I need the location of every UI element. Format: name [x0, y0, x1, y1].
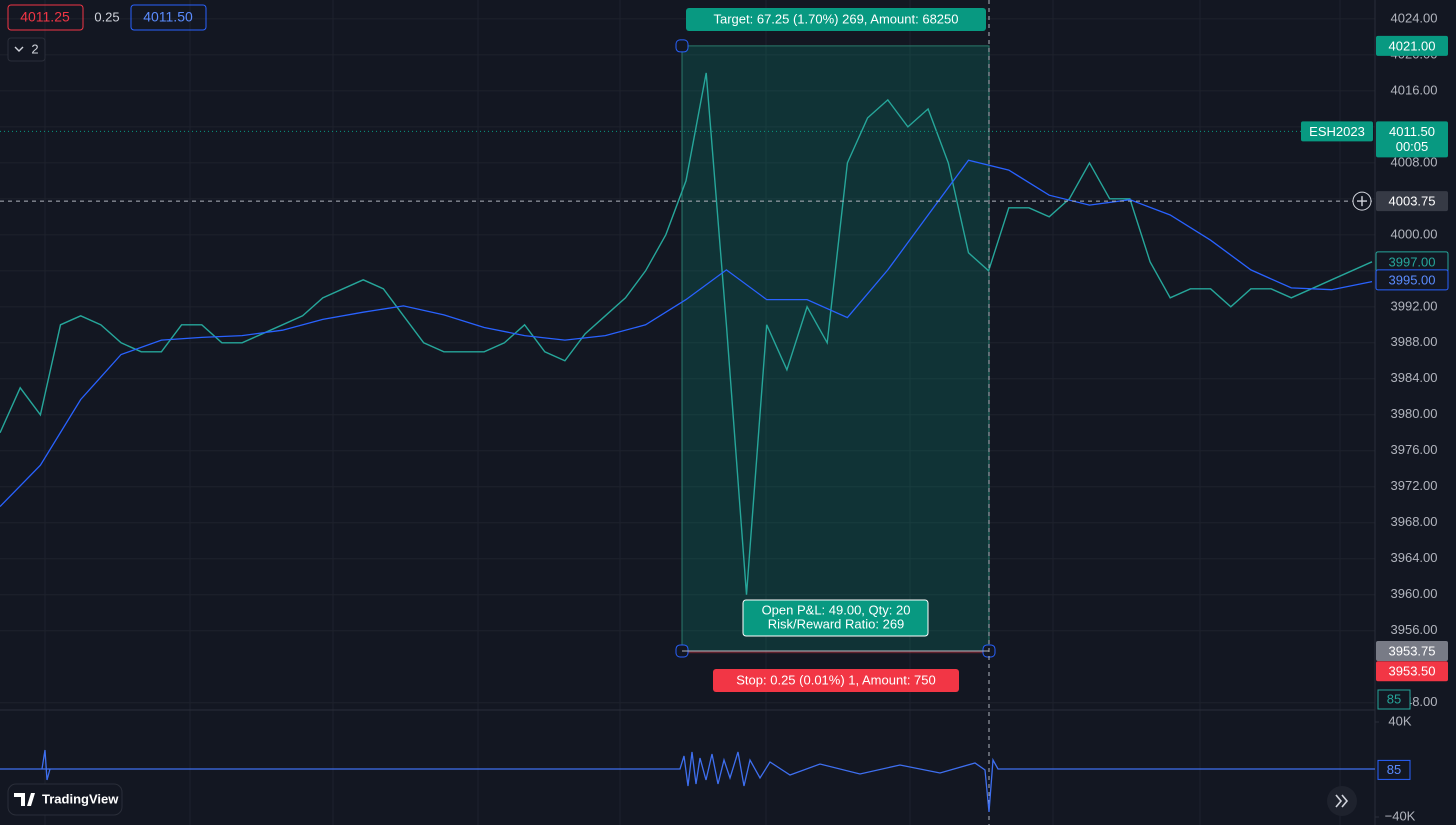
- indicator-count: 2: [31, 41, 38, 56]
- ratio-label: Risk/Reward Ratio: 269: [768, 616, 905, 631]
- symbol-box: [1301, 121, 1373, 142]
- bid-price: 4011.25: [20, 9, 70, 25]
- position-stop-zone[interactable]: [682, 650, 989, 654]
- lower-marker-box: [1377, 759, 1411, 780]
- lower-tick-label: 40K: [1388, 713, 1411, 728]
- pnl-label: Open P&L: 49.00, Qty: 20: [762, 602, 911, 617]
- oscillator-spike: [41, 749, 51, 781]
- price-marker-box: [1376, 661, 1448, 682]
- price-tick-label: 3968.00: [1391, 514, 1438, 529]
- price-tick-label: 3972.00: [1391, 478, 1438, 493]
- price-tick-label: 3960.00: [1391, 586, 1438, 601]
- scroll-icon: [1335, 794, 1349, 808]
- price-tick-label: 3956.00: [1391, 622, 1438, 637]
- pnl-box: [742, 599, 929, 637]
- price-tick-label: 3988.00: [1391, 334, 1438, 349]
- price-marker-label: 3953.50: [1389, 664, 1436, 679]
- price-marker-label: 4021.00: [1389, 38, 1436, 53]
- price-tick-label: 4016.00: [1391, 82, 1438, 97]
- price-tick-label: 4000.00: [1391, 226, 1438, 241]
- price-axis: 4024.004020.004016.004012.004008.004004.…: [1301, 10, 1449, 823]
- lower-marker-label: 85: [1387, 762, 1401, 777]
- price-marker-label: 3995.00: [1389, 272, 1436, 287]
- price-tick-label: 3992.00: [1391, 298, 1438, 313]
- last-price-label: 4011.50: [1389, 124, 1435, 139]
- ask-price: 4011.50: [143, 9, 193, 25]
- target-label: Target: 67.25 (1.70%) 269, Amount: 68250: [713, 11, 958, 26]
- price-tick-label: 3984.00: [1391, 370, 1438, 385]
- price-line: [0, 72, 1373, 595]
- logo-box[interactable]: [7, 783, 123, 816]
- price-marker-box: [1375, 269, 1449, 291]
- stop-label: Stop: 0.25 (0.01%) 1, Amount: 750: [736, 672, 935, 687]
- moving-average: [0, 159, 1373, 508]
- price-tick-label: 4024.00: [1391, 10, 1438, 25]
- price-marker-label: 4003.75: [1389, 194, 1436, 209]
- volume-marker-box: [1377, 689, 1411, 710]
- price-marker-label: 3997.00: [1389, 254, 1436, 269]
- price-tick-label: 3980.00: [1391, 406, 1438, 421]
- symbol-label: ESH2023: [1309, 124, 1365, 139]
- price-marker-label: 3953.75: [1389, 643, 1436, 658]
- ask-badge[interactable]: [130, 4, 207, 31]
- countdown-label: 00:05: [1396, 139, 1429, 154]
- position-handle[interactable]: [675, 39, 689, 53]
- price-tick-label: 3976.00: [1391, 442, 1438, 457]
- price-marker-box: [1376, 35, 1448, 56]
- price-marker-box: [1376, 191, 1448, 212]
- price-marker-box: [1376, 640, 1448, 661]
- plot: [0, 39, 1375, 658]
- oscillator-line: [0, 751, 1375, 813]
- position-profit-zone[interactable]: [681, 45, 990, 652]
- add-icon: [1357, 196, 1367, 207]
- price-tick-label: 4008.00: [1391, 154, 1438, 169]
- logo-text: TradingView: [42, 791, 119, 806]
- chevron-icon: [14, 46, 24, 52]
- target-label-box: [686, 8, 986, 31]
- bid-badge[interactable]: [7, 4, 84, 31]
- price-tick-label: 3964.00: [1391, 550, 1438, 565]
- volume-marker-label: 85: [1387, 691, 1401, 706]
- stop-label-box: [713, 669, 959, 692]
- last-price-box: [1376, 121, 1448, 158]
- lower-tick-label: −40K: [1385, 808, 1416, 823]
- indicator-toggle[interactable]: [7, 37, 46, 62]
- logo-icon: [14, 793, 35, 806]
- spread: 0.25: [94, 9, 119, 24]
